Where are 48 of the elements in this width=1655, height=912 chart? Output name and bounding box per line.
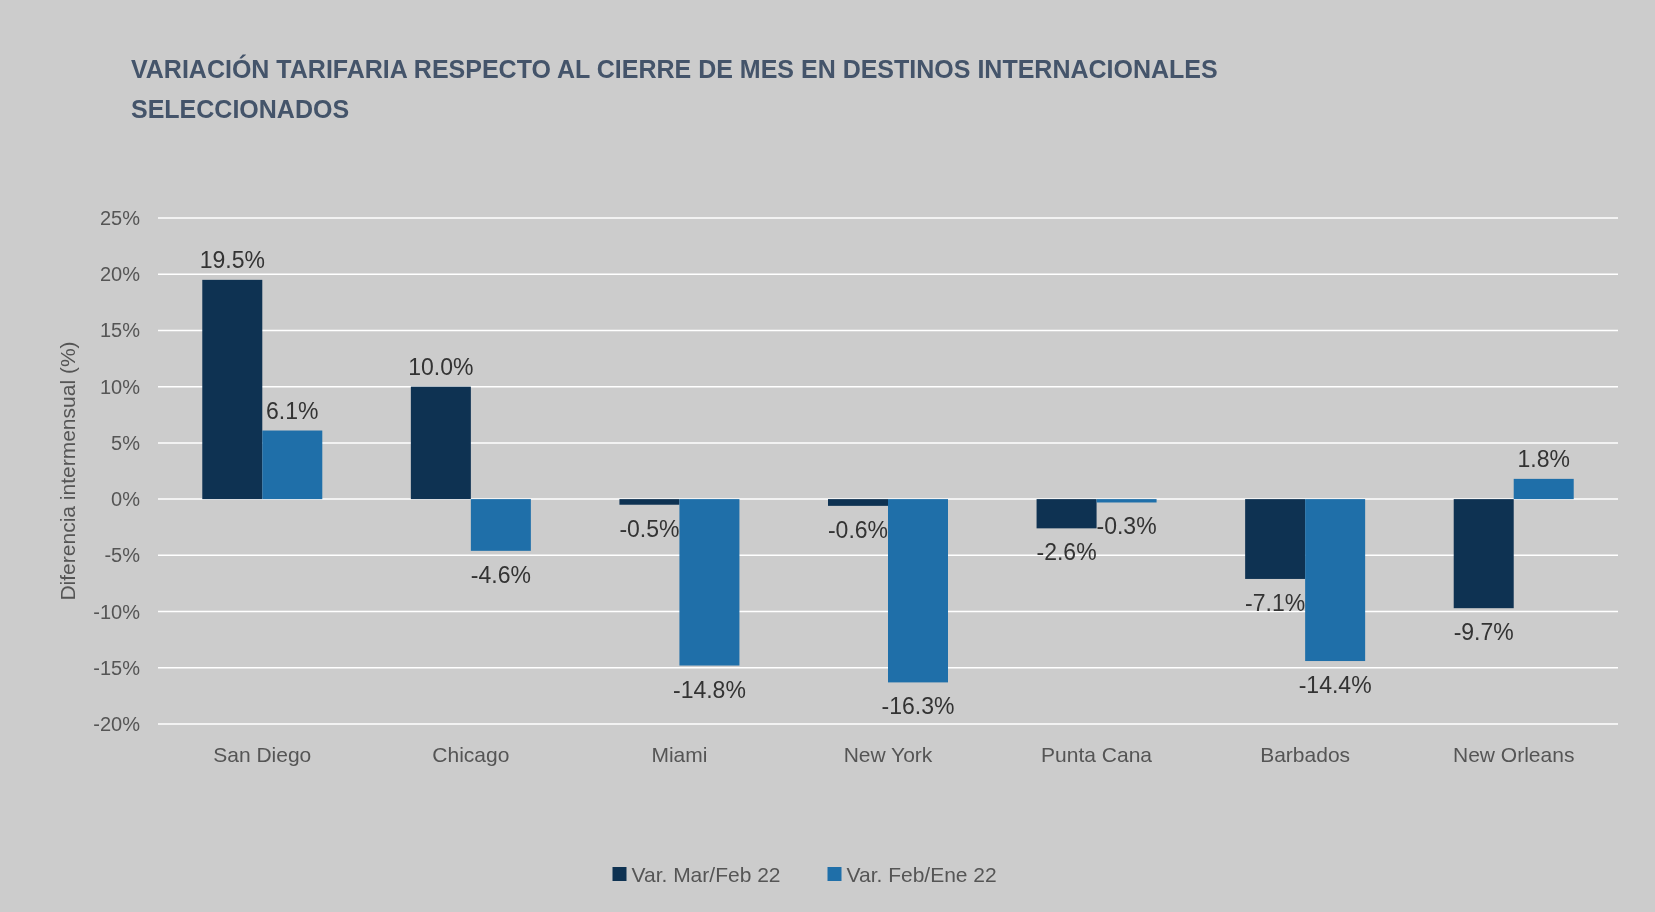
chart-title: VARIACIÓN TARIFARIA RESPECTO AL CIERRE DE MES EN DESTINOS INTERNACIONALES SELECCIONADOS — [131, 54, 1218, 123]
data-label: -14.4% — [1298, 672, 1372, 699]
x-tick-label: New York — [843, 743, 933, 766]
bar — [1305, 499, 1366, 662]
bar — [619, 499, 680, 505]
data-label: 6.1% — [266, 397, 319, 424]
y-tick-label: -10% — [93, 600, 141, 623]
bar — [888, 499, 948, 683]
legend-label: Var. Feb/Ene 22 — [846, 863, 997, 886]
x-tick-label: Chicago — [432, 743, 510, 766]
y-tick-label: -20% — [93, 713, 141, 735]
bar — [1453, 499, 1514, 609]
x-tick-label: New Orleans — [1453, 743, 1575, 766]
x-tick-label: Miami — [651, 743, 708, 766]
data-label: -16.3% — [881, 693, 955, 720]
data-label: 10.0% — [408, 353, 474, 380]
data-label: -9.7% — [1453, 619, 1514, 646]
data-label: -2.6% — [1036, 539, 1097, 566]
data-label: -14.8% — [672, 676, 746, 703]
x-tick-label: San Diego — [213, 743, 312, 766]
data-label: 1.8% — [1517, 445, 1570, 472]
bar — [470, 499, 531, 551]
bar — [828, 499, 888, 506]
data-label: 19.5% — [199, 246, 265, 273]
legend-label: Var. Mar/Feb 22 — [631, 863, 781, 886]
x-tick-label: Punta Cana — [1041, 743, 1153, 766]
y-tick-label: 10% — [99, 375, 141, 398]
y-tick-label: 15% — [99, 319, 141, 342]
y-axis-title: Diferencia intermensual (%) — [56, 341, 79, 601]
data-label: -7.1% — [1245, 589, 1306, 616]
y-tick-label: 25% — [99, 207, 141, 229]
bar — [679, 499, 740, 666]
y-tick-label: -5% — [104, 544, 141, 567]
bar — [1036, 499, 1097, 529]
data-label: -0.6% — [827, 516, 889, 543]
bar — [1245, 499, 1306, 579]
bar — [1513, 478, 1574, 500]
data-label: -0.5% — [619, 515, 680, 542]
y-tick-label: -15% — [93, 656, 141, 679]
data-label: -0.3% — [1096, 513, 1157, 540]
y-tick-label: 5% — [111, 431, 141, 454]
y-tick-label: 0% — [111, 488, 141, 511]
x-tick-label: Barbados — [1260, 743, 1351, 766]
data-label: -4.6% — [470, 561, 531, 588]
bar — [410, 386, 471, 500]
bar — [262, 430, 323, 500]
y-tick-label: 20% — [99, 263, 141, 286]
bar — [202, 279, 263, 500]
